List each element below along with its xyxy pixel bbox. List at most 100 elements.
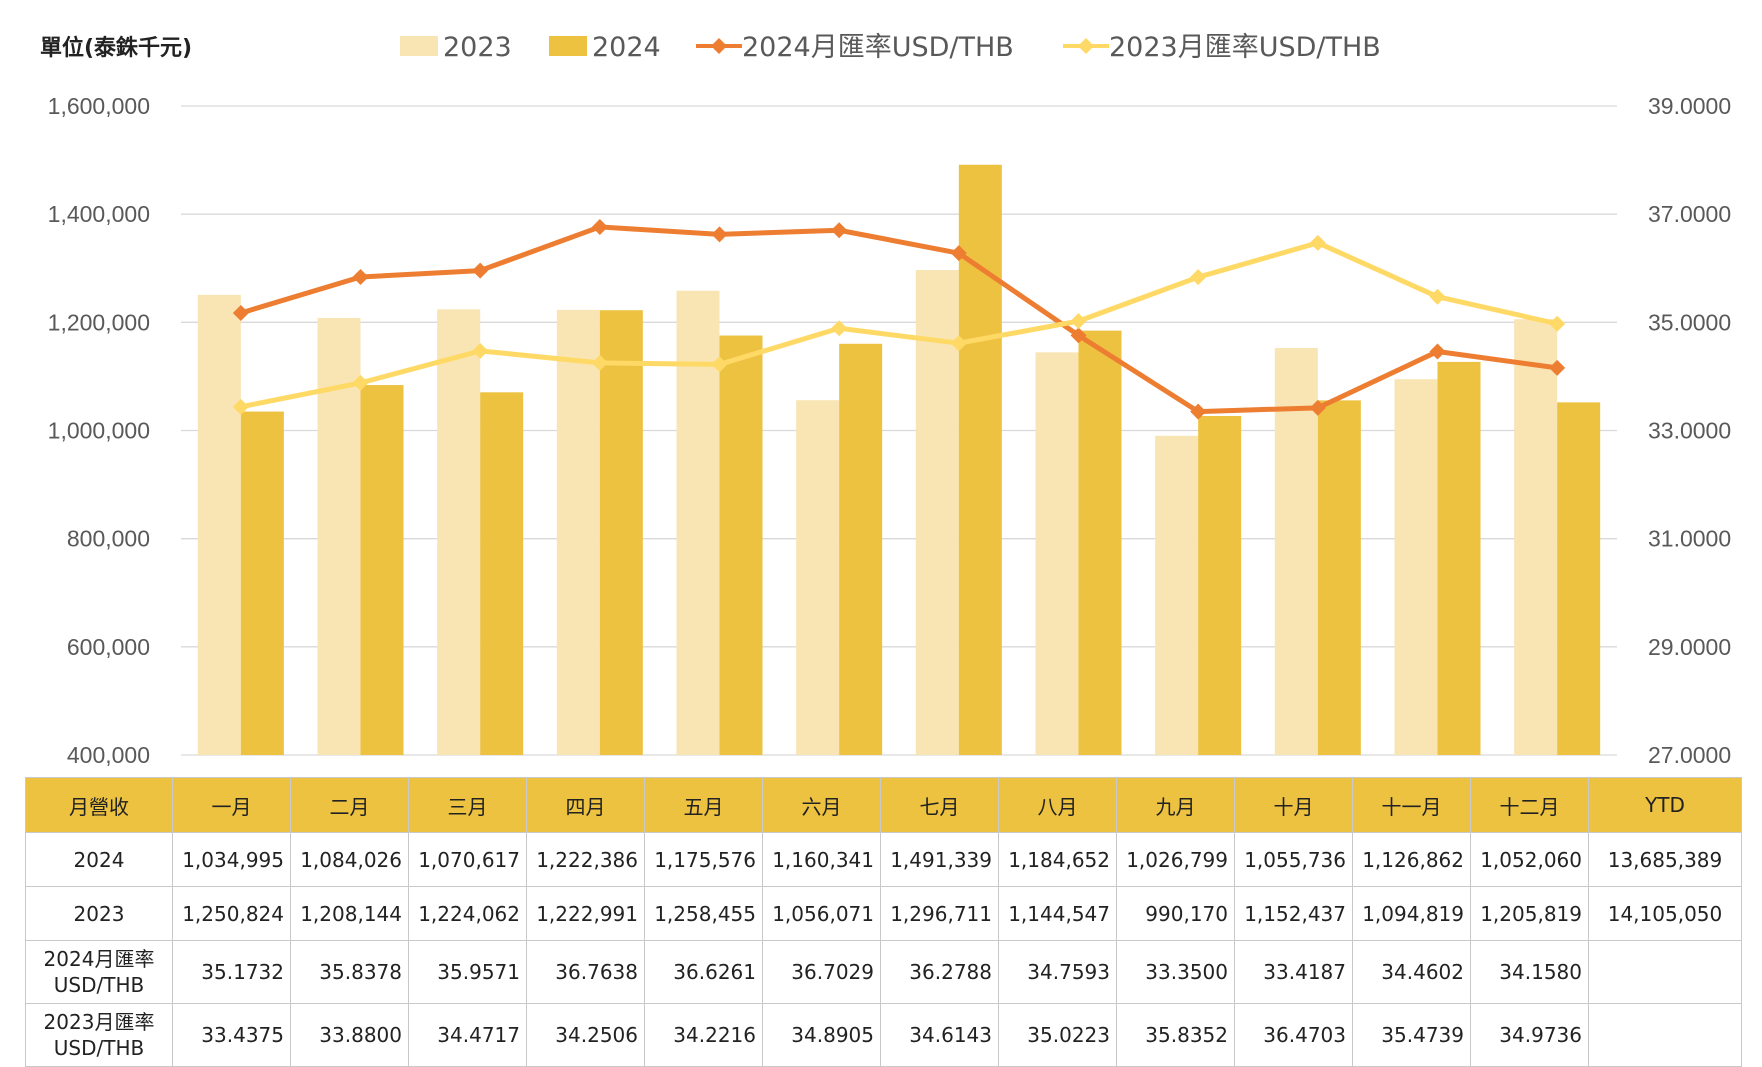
table-cell: 1,205,819 — [1470, 886, 1589, 941]
y-left-tick-label: 1,400,000 — [48, 201, 150, 227]
y-left-tick-label: 800,000 — [67, 526, 150, 552]
table-cell: 1,250,824 — [172, 886, 291, 941]
table-cell: 36.2788 — [880, 940, 999, 1004]
marker-2024月匯率USD/THB-七月 — [950, 245, 967, 262]
marker-2023月匯率USD/THB-六月 — [831, 320, 848, 337]
line-2023月匯率USD/THB — [240, 240, 1558, 410]
table-cell: 1,070,617 — [408, 832, 527, 887]
header-cell: YTD — [1588, 777, 1742, 833]
marker-2024月匯率USD/THB-二月 — [352, 269, 369, 286]
y-right-tick-label: 27.0000 — [1648, 742, 1731, 768]
table-cell: 35.4739 — [1352, 1003, 1471, 1067]
marker-2024月匯率USD/THB-九月 — [1190, 403, 1207, 420]
row-label: 2023 — [25, 886, 173, 941]
marker-2023月匯率USD/THB-八月 — [1070, 313, 1087, 330]
table-cell: 1,034,995 — [172, 832, 291, 887]
legend-label-2023-fx: 2023月匯率USD/THB — [1109, 32, 1381, 63]
table-cell: 33.4375 — [172, 1003, 291, 1067]
header-cell: 十月 — [1234, 777, 1353, 833]
table-row: 2024月匯率 USD/THB 35.1732 35.8378 35.9571 3… — [25, 940, 1742, 1004]
bar-2024-六月 — [839, 343, 883, 755]
y-right-tick-label: 37.0000 — [1648, 201, 1731, 227]
y-right-tick-label: 29.0000 — [1648, 634, 1731, 660]
table-cell: 35.0223 — [998, 1003, 1117, 1067]
bar-series — [197, 164, 1601, 756]
marker-2023月匯率USD/THB-二月 — [352, 374, 369, 391]
data-table: 月營收 一月 二月 三月 四月 五月 六月 七月 八月 九月 十月 十一月 十二… — [25, 777, 1742, 1067]
table-cell: 1,026,799 — [1116, 832, 1235, 887]
header-cell: 月營收 — [25, 777, 173, 833]
bar-2023-八月 — [1035, 352, 1079, 755]
header-cell: 七月 — [880, 777, 999, 833]
table-cell: 1,160,341 — [762, 832, 881, 887]
table-cell: 34.8905 — [762, 1003, 881, 1067]
bar-2023-十二月 — [1514, 319, 1558, 755]
table-cell: 1,055,736 — [1234, 832, 1353, 887]
line-2024月匯率USD/THB — [240, 224, 1558, 415]
table-cell: 35.1732 — [172, 940, 291, 1004]
table-cell: 35.9571 — [408, 940, 527, 1004]
table-cell: 35.8378 — [290, 940, 409, 1004]
bar-2024-七月 — [958, 164, 1002, 756]
table-cell: 1,084,026 — [290, 832, 409, 887]
row-label: 2024 — [25, 832, 173, 887]
marker-2024月匯率USD/THB-十二月 — [1549, 359, 1566, 376]
marker-2023月匯率USD/THB-十二月 — [1549, 315, 1566, 332]
table-cell: 35.8352 — [1116, 1003, 1235, 1067]
table-cell: 36.4703 — [1234, 1003, 1353, 1067]
ytd-cell — [1588, 1003, 1742, 1067]
table-cell: 1,056,071 — [762, 886, 881, 941]
table-row: 2023月匯率 USD/THB 33.4375 33.8800 34.4717 3… — [25, 1003, 1742, 1067]
marker-2023月匯率USD/THB-一月 — [232, 398, 249, 415]
bar-2023-十月 — [1274, 348, 1318, 755]
marker-2023月匯率USD/THB-十月 — [1309, 234, 1326, 251]
table-cell: 33.3500 — [1116, 940, 1235, 1004]
header-cell: 十一月 — [1352, 777, 1471, 833]
table-cell: 34.4602 — [1352, 940, 1471, 1004]
bar-2024-三月 — [480, 392, 524, 755]
legend-marker-2024-fx — [711, 38, 727, 54]
y-left-tick-label: 1,600,000 — [48, 93, 150, 119]
bar-2024-五月 — [719, 335, 763, 755]
ytd-cell: 13,685,389 — [1588, 832, 1742, 887]
table-cell: 36.7638 — [526, 940, 645, 1004]
marker-2024月匯率USD/THB-五月 — [711, 226, 728, 243]
y-right-tick-label: 39.0000 — [1648, 93, 1731, 119]
table-cell: 34.1580 — [1470, 940, 1589, 1004]
row-label: 2024月匯率 USD/THB — [25, 940, 173, 1004]
legend-label-2024-fx: 2024月匯率USD/THB — [742, 32, 1014, 63]
table-header-row: 月營收 一月 二月 三月 四月 五月 六月 七月 八月 九月 十月 十一月 十二… — [25, 777, 1742, 833]
table-cell: 1,175,576 — [644, 832, 763, 887]
legend-swatch-2023 — [400, 36, 438, 56]
unit-label: 單位(泰銖千元) — [40, 35, 192, 61]
marker-2023月匯率USD/THB-五月 — [711, 356, 728, 373]
bar-2024-四月 — [599, 310, 643, 755]
bar-2023-七月 — [915, 270, 959, 755]
table-row: 2023 1,250,824 1,208,144 1,224,062 1,222… — [25, 886, 1742, 941]
table-cell: 1,258,455 — [644, 886, 763, 941]
revenue-fx-chart: 400,000 600,000 800,000 1,000,000 1,200,000 1… — [40, 32, 1731, 768]
bar-2023-一月 — [197, 294, 241, 755]
row-label-line1: 2023月匯率 — [43, 1010, 155, 1034]
y-left-tick-label: 600,000 — [67, 634, 150, 660]
table-cell: 1,208,144 — [290, 886, 409, 941]
bar-2024-八月 — [1078, 330, 1122, 755]
legend-marker-2023-fx — [1078, 38, 1094, 54]
table-cell: 1,296,711 — [880, 886, 999, 941]
table-cell: 34.2506 — [526, 1003, 645, 1067]
table-cell: 34.7593 — [998, 940, 1117, 1004]
bar-2024-十月 — [1317, 400, 1361, 755]
bar-2023-三月 — [437, 309, 481, 755]
table-cell: 990,170 — [1116, 886, 1235, 941]
marker-2023月匯率USD/THB-十一月 — [1429, 288, 1446, 305]
y-right-tick-label: 31.0000 — [1648, 526, 1731, 552]
bar-2023-九月 — [1155, 435, 1199, 755]
right-axis-tick-labels: 27.0000 29.0000 31.0000 33.0000 35.0000 37.00… — [1648, 93, 1731, 768]
bar-2024-九月 — [1198, 416, 1242, 755]
header-cell: 十二月 — [1470, 777, 1589, 833]
table-cell: 34.6143 — [880, 1003, 999, 1067]
table-cell: 34.4717 — [408, 1003, 527, 1067]
legend-swatch-2024 — [549, 36, 587, 56]
bar-2024-一月 — [240, 411, 284, 755]
legend-label-2024: 2024 — [592, 32, 661, 63]
